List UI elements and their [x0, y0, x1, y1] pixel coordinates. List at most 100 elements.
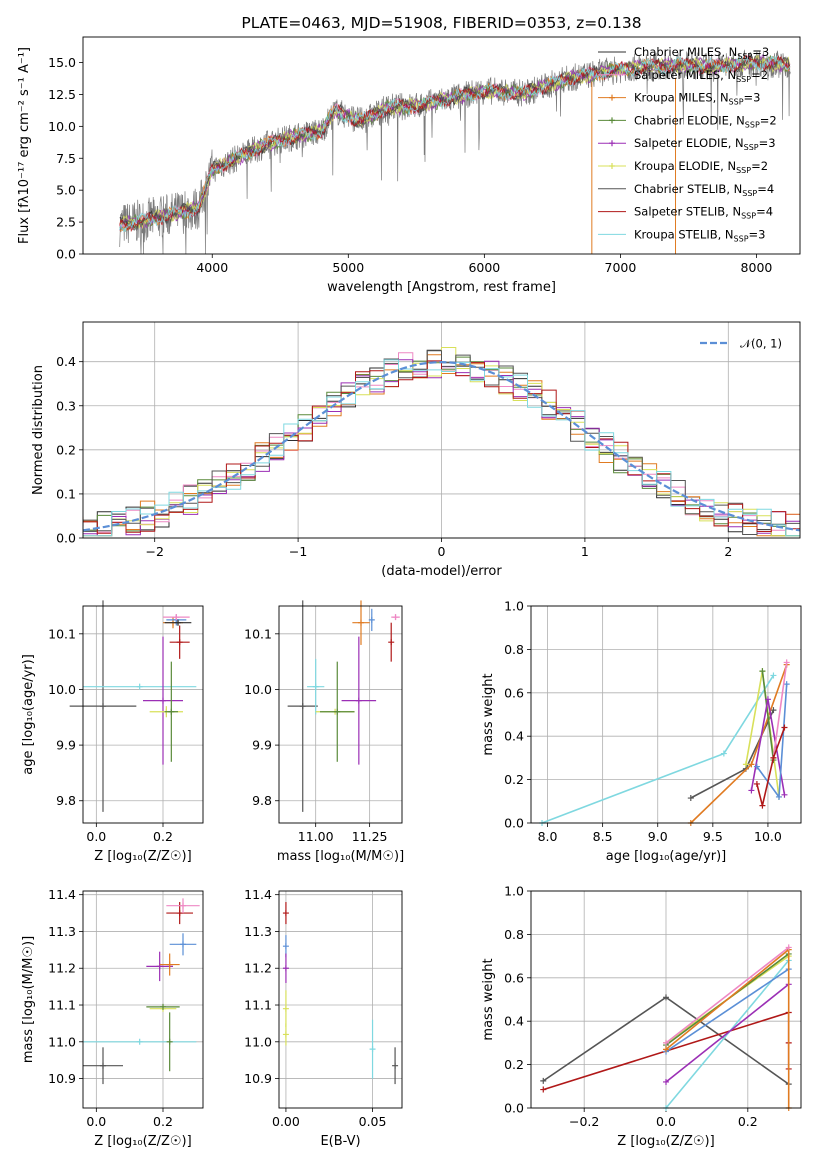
plus-marker — [783, 659, 790, 666]
legend-label-subscript: SSP — [729, 98, 744, 107]
plus-marker — [358, 619, 364, 626]
y-tick-label: 11.0 — [244, 1034, 272, 1049]
y-tick-label: 9.8 — [252, 793, 272, 808]
x-tick-label: 0.2 — [738, 1114, 758, 1129]
x-tick-label: 0.2 — [153, 829, 173, 844]
x-axis-label: wavelength [Angstrom, rest frame] — [327, 280, 556, 295]
y-tick-label: 0.3 — [56, 398, 76, 413]
age-vs-mass-panel: 11.00 11.25 9.8 9.9 10.0 10.1 mass [log₁₀(M/M☉… — [244, 600, 404, 864]
y-tick-label: 10.1 — [244, 626, 272, 641]
y-tick-label: 11.4 — [48, 887, 76, 902]
legend-entry-label: Chabrier ELODIE, NSSP=2 — [634, 113, 777, 129]
plus-marker — [175, 619, 181, 626]
plus-marker — [663, 994, 669, 1001]
plot-frame — [82, 890, 204, 1109]
plus-marker — [540, 1086, 547, 1093]
plus-marker — [609, 140, 615, 147]
plot-frame — [530, 890, 802, 1109]
plus-marker — [781, 791, 788, 798]
histogram-step-5 — [83, 347, 800, 537]
plus-marker — [282, 1031, 289, 1038]
x-tick-label: 1 — [581, 544, 589, 559]
plus-marker — [770, 707, 777, 714]
plus-marker — [609, 163, 615, 169]
chart-title: PLATE=0463, MJD=51908, FIBERID=0353, z=0… — [241, 14, 641, 32]
y-tick-label: 11.3 — [48, 924, 76, 939]
plus-marker — [748, 787, 755, 794]
x-tick-label: 11.25 — [352, 829, 388, 844]
x-axis-label: E(B-V) — [320, 1134, 360, 1149]
y-tick-label: 10.0 — [48, 682, 76, 697]
legend-label-text: Salpeter ELODIE, N — [634, 136, 744, 150]
y-tick-label: 9.9 — [56, 738, 76, 753]
x-tick-label: 6000 — [468, 260, 500, 275]
legend-label-subscript: SSP — [745, 120, 760, 129]
legend-label-suffix: =2 — [751, 68, 768, 82]
y-tick-label: 11.2 — [48, 961, 76, 976]
x-tick-label: 8.0 — [538, 829, 558, 844]
y-tick-label: 9.8 — [56, 793, 76, 808]
plus-marker — [100, 1062, 106, 1069]
plus-marker — [176, 910, 183, 917]
plus-marker — [781, 724, 788, 731]
plus-marker — [355, 697, 362, 704]
legend-label-text: Chabrier MILES, N — [634, 45, 737, 59]
x-tick-label: 5000 — [332, 260, 364, 275]
x-tick-label: 0.00 — [272, 1114, 300, 1129]
y-tick-label: 11.1 — [48, 998, 76, 1013]
y-tick-label: 10.0 — [48, 119, 76, 134]
plus-marker — [663, 1046, 669, 1053]
y-tick-label: 11.2 — [244, 961, 272, 976]
legend-label-suffix: =4 — [756, 205, 773, 219]
plus-marker — [282, 965, 289, 972]
plus-marker — [687, 795, 694, 802]
legend-label-text: Chabrier STELIB, N — [634, 182, 742, 196]
x-axis-label: Z [log₁₀(Z/Z☉)] — [94, 849, 191, 864]
y-tick-label: 0.0 — [504, 1101, 524, 1116]
plot-frame — [278, 890, 403, 1109]
legend-label-subscript: SSP — [736, 166, 751, 175]
plus-marker — [388, 639, 395, 646]
x-tick-label: 8000 — [741, 260, 773, 275]
y-tick-label: 10.9 — [48, 1071, 76, 1086]
x-tick-label: 2 — [724, 544, 732, 559]
legend-entry-label: Chabrier MILES, NSSP=3 — [634, 45, 769, 61]
x-tick-label: 0.05 — [359, 1114, 387, 1129]
x-tick-label: −0.2 — [569, 1114, 599, 1129]
plus-marker — [282, 943, 289, 950]
y-tick-label: 0.4 — [504, 729, 524, 744]
y-tick-label: 1.0 — [504, 884, 524, 899]
plus-marker — [753, 763, 760, 770]
y-tick-label: 10.0 — [244, 682, 272, 697]
legend-label-suffix: =2 — [760, 113, 777, 127]
plus-marker — [392, 1062, 399, 1069]
mass-weight-line-3 — [665, 983, 790, 1083]
legend-label-suffix: =3 — [752, 45, 769, 59]
plot-frame — [82, 321, 801, 539]
plus-marker — [100, 703, 106, 710]
x-tick-label: 0 — [438, 544, 446, 559]
y-tick-label: 0.2 — [56, 442, 76, 457]
legend-label-text: Salpeter STELIB, N — [634, 205, 741, 219]
plus-marker — [180, 941, 186, 948]
x-axis-label: mass [log₁₀(M/M☉)] — [277, 849, 404, 864]
legend-label-subscript: SSP — [737, 52, 752, 61]
y-axis-label: mass weight — [481, 958, 496, 1040]
plus-marker — [282, 1005, 289, 1012]
mass-vs-metallicity-panel: 0.0 0.2 10.9 11.0 11.1 11.2 11.3 11.4 Z [log₁₀(Z… — [21, 887, 204, 1149]
y-axis-label: mass [log₁₀(M/M☉)] — [21, 936, 36, 1063]
mass-weight-line-8 — [665, 946, 790, 1044]
x-tick-label: −1 — [289, 544, 307, 559]
x-tick-label: 0.0 — [656, 1114, 676, 1129]
x-axis-label: age [log₁₀(age/yr)] — [606, 849, 727, 864]
y-tick-label: 0.0 — [56, 531, 76, 546]
legend-label-suffix: =3 — [749, 227, 766, 241]
legend-label-suffix: =3 — [744, 91, 761, 105]
y-tick-label: 0.1 — [56, 486, 76, 501]
plus-marker — [136, 1038, 143, 1045]
plus-marker — [748, 761, 755, 768]
massweight-vs-metallicity-panel: −0.2 0.0 0.2 0.0 0.2 0.4 0.6 0.8 1.0 Z [log₁₀(Z/Z… — [481, 884, 802, 1149]
y-tick-label: 0.6 — [504, 685, 524, 700]
mass-weight-line-8 — [756, 727, 786, 806]
legend-entry-label: Salpeter ELODIE, NSSP=3 — [634, 136, 776, 152]
